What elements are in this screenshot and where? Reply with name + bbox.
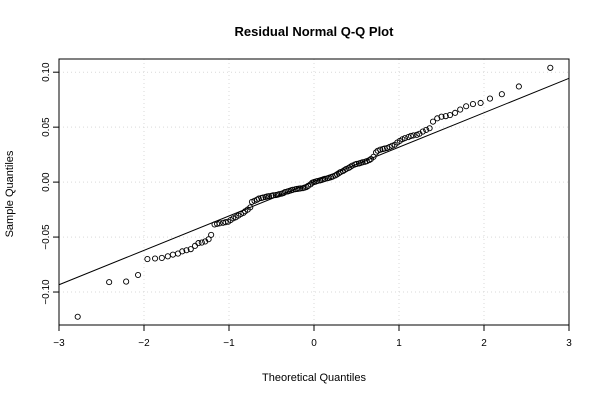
data-point-117	[429, 118, 437, 125]
data-point-67	[314, 177, 321, 185]
data-point-126	[477, 99, 484, 107]
y-tick-label-4: 0.10	[41, 62, 52, 82]
data-point-18	[208, 231, 215, 238]
data-point-71	[321, 175, 329, 182]
data-point-114	[419, 128, 426, 135]
x-tick-label-5: 2	[481, 338, 487, 349]
data-point-37	[255, 195, 262, 202]
data-point-93	[366, 157, 373, 164]
data-point-8	[169, 251, 176, 258]
data-point-6	[158, 254, 165, 262]
data-point-124	[463, 103, 470, 110]
data-point-33	[247, 204, 254, 211]
x-tick-label-1: −2	[138, 338, 150, 349]
y-tick-label-3: 0.05	[41, 117, 52, 137]
data-point-110	[407, 132, 414, 139]
x-tick-label-0: −3	[53, 338, 65, 349]
data-point-5	[151, 255, 159, 262]
data-point-96	[372, 149, 380, 156]
data-point-127	[486, 95, 494, 102]
x-axis-label: Theoretical Quantiles	[262, 372, 366, 384]
data-point-54	[289, 186, 296, 193]
data-point-123	[457, 106, 464, 113]
data-point-115	[423, 126, 430, 133]
data-point-111	[410, 132, 417, 139]
data-point-12	[187, 246, 194, 253]
y-tick-label-2: 0.00	[41, 172, 52, 192]
data-point-128	[498, 91, 505, 98]
data-point-87	[353, 160, 360, 168]
data-point-4	[144, 255, 151, 263]
y-tick-label-0: −0.10	[41, 279, 52, 305]
data-point-95	[370, 153, 377, 160]
data-point-44	[270, 192, 277, 199]
data-point-42	[265, 193, 273, 200]
data-point-1	[106, 279, 113, 286]
data-point-58	[297, 185, 304, 192]
data-point-23	[222, 219, 229, 226]
x-tick-label-2: −1	[223, 338, 235, 349]
data-point-0	[74, 313, 81, 320]
data-point-11	[183, 247, 190, 254]
data-point-10	[179, 248, 186, 255]
data-point-108	[401, 135, 409, 142]
data-point-98	[377, 146, 384, 153]
y-tick-label-1: −0.05	[41, 224, 52, 250]
x-tick-label-3: 0	[311, 338, 317, 349]
data-point-120	[442, 113, 449, 120]
data-point-30	[240, 209, 247, 216]
data-point-129	[515, 83, 522, 90]
data-point-7	[164, 253, 171, 260]
x-axis: −3 −2 −1 0 1 2 3	[53, 324, 572, 349]
data-point-122	[452, 109, 459, 116]
data-point-39	[259, 194, 267, 201]
data-points	[74, 64, 554, 320]
y-axis-label: Sample Quantiles	[4, 150, 16, 237]
data-point-61	[303, 183, 310, 191]
data-point-13	[191, 242, 199, 249]
chart-title: Residual Normal Q-Q Plot	[235, 24, 395, 39]
data-point-2	[123, 278, 130, 285]
data-point-125	[469, 101, 477, 108]
data-point-119	[438, 113, 445, 120]
data-point-90	[359, 159, 366, 166]
data-point-121	[446, 112, 454, 119]
data-point-14	[195, 240, 202, 247]
data-point-20	[214, 220, 221, 227]
x-tick-label-4: 1	[396, 338, 402, 349]
data-point-116	[426, 125, 433, 132]
x-tick-label-6: 3	[566, 338, 572, 349]
reference-line	[58, 77, 570, 286]
y-axis: −0.10 −0.05 0.00 0.05 0.10	[41, 62, 60, 305]
data-point-47	[276, 191, 283, 198]
data-point-15	[198, 239, 205, 246]
data-point-21	[216, 220, 223, 227]
reference-line-layer	[58, 77, 570, 286]
data-point-17	[205, 236, 212, 243]
data-point-130	[547, 64, 554, 71]
data-point-50	[282, 188, 289, 196]
data-point-3	[134, 271, 142, 279]
